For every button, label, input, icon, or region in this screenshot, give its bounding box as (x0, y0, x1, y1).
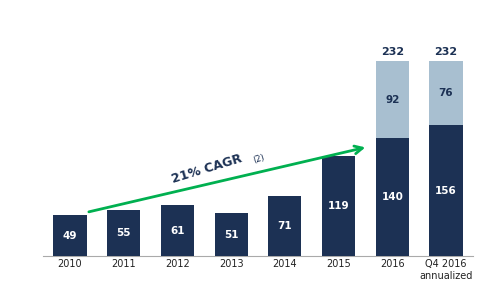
Text: 92: 92 (385, 94, 399, 105)
Text: 140: 140 (381, 192, 403, 202)
Text: 156: 156 (435, 186, 457, 195)
Text: 51: 51 (224, 230, 239, 240)
Bar (215, 213, 248, 256)
Text: 119: 119 (328, 201, 349, 211)
Text: 55: 55 (117, 228, 131, 238)
Bar (268, 196, 301, 256)
Text: 232: 232 (381, 46, 404, 57)
Text: 76: 76 (439, 88, 453, 98)
Text: (2): (2) (252, 153, 265, 164)
Bar (429, 61, 463, 125)
Bar (107, 210, 140, 256)
Text: 71: 71 (277, 221, 292, 231)
Text: 21% CAGR: 21% CAGR (170, 152, 244, 186)
Bar (376, 138, 409, 256)
Text: 49: 49 (63, 231, 77, 241)
Bar (53, 215, 87, 256)
Bar (376, 61, 409, 138)
Bar (322, 156, 355, 256)
Bar (429, 125, 463, 256)
Text: 232: 232 (434, 46, 457, 57)
Text: Growth: Growth (9, 135, 23, 193)
Bar (161, 205, 194, 256)
Text: Operating assets NOI: Operating assets NOI (42, 11, 226, 26)
Text: 61: 61 (170, 226, 185, 236)
